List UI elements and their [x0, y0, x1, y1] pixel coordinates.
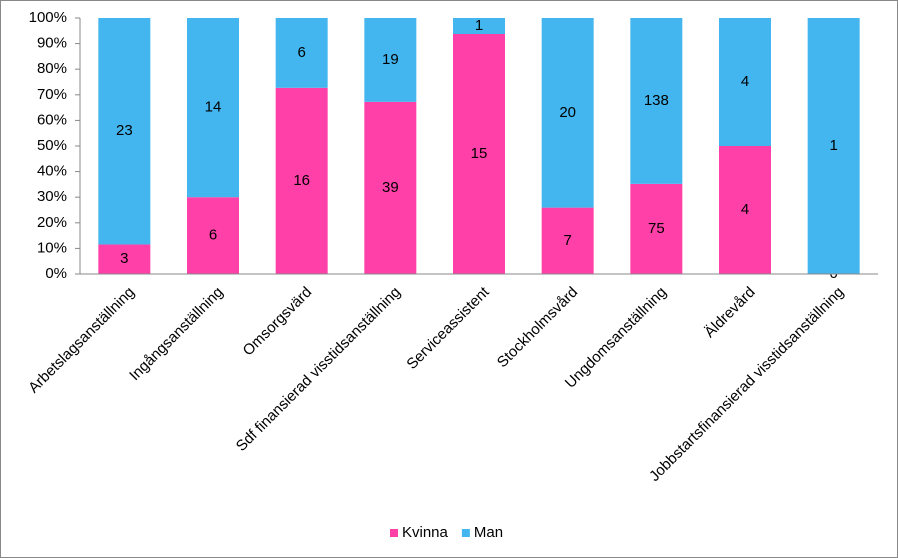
y-tick-label: 100% — [29, 9, 67, 26]
y-tick-label: 30% — [37, 188, 67, 205]
bar-segment — [364, 18, 417, 102]
bar-segment — [541, 18, 594, 208]
legend-label: Kvinna — [402, 524, 449, 541]
data-label: 6 — [297, 44, 305, 61]
bar-segment — [98, 18, 151, 245]
y-tick-label: 0% — [45, 265, 67, 282]
data-label: 1 — [829, 137, 837, 154]
y-tick-label: 50% — [37, 137, 67, 154]
y-tick-label: 40% — [37, 163, 67, 180]
bar-segment — [719, 146, 771, 274]
data-label: 4 — [741, 73, 749, 90]
bar-segment — [630, 18, 683, 184]
legend-swatch — [461, 529, 470, 537]
bar-segment — [187, 18, 239, 198]
data-label: 7 — [563, 232, 571, 249]
data-label: 3 — [120, 250, 128, 267]
data-label: 23 — [116, 122, 133, 139]
data-label: 14 — [205, 99, 222, 116]
data-label: 1 — [475, 17, 483, 34]
data-label: 4 — [741, 201, 749, 218]
y-tick-label: 60% — [37, 111, 67, 128]
bar-segment — [630, 183, 683, 274]
bar-segment — [187, 197, 239, 274]
y-tick-label: 80% — [37, 60, 67, 77]
data-label: 39 — [382, 179, 399, 196]
bar-segment — [275, 87, 328, 275]
y-tick-label: 90% — [37, 35, 67, 52]
data-label: 19 — [382, 51, 399, 68]
bar-segment — [807, 18, 860, 274]
y-tick-label: 20% — [37, 214, 67, 231]
data-label: 6 — [209, 227, 217, 244]
y-tick-label: 10% — [37, 239, 67, 256]
bar-segment — [453, 34, 505, 274]
bar-segment — [719, 18, 771, 146]
data-label: 15 — [471, 145, 488, 162]
data-label: 138 — [644, 92, 669, 109]
data-label: 16 — [293, 172, 310, 189]
data-label: 75 — [648, 220, 665, 237]
legend-swatch — [390, 529, 398, 537]
legend-label: Man — [474, 524, 503, 541]
bar-segment — [453, 18, 505, 34]
bar-segment — [364, 101, 417, 275]
bar-segment — [541, 207, 594, 274]
data-label: 20 — [559, 104, 576, 121]
bar-segment — [98, 244, 151, 274]
bar-segment — [275, 18, 328, 88]
y-tick-label: 70% — [37, 86, 67, 103]
